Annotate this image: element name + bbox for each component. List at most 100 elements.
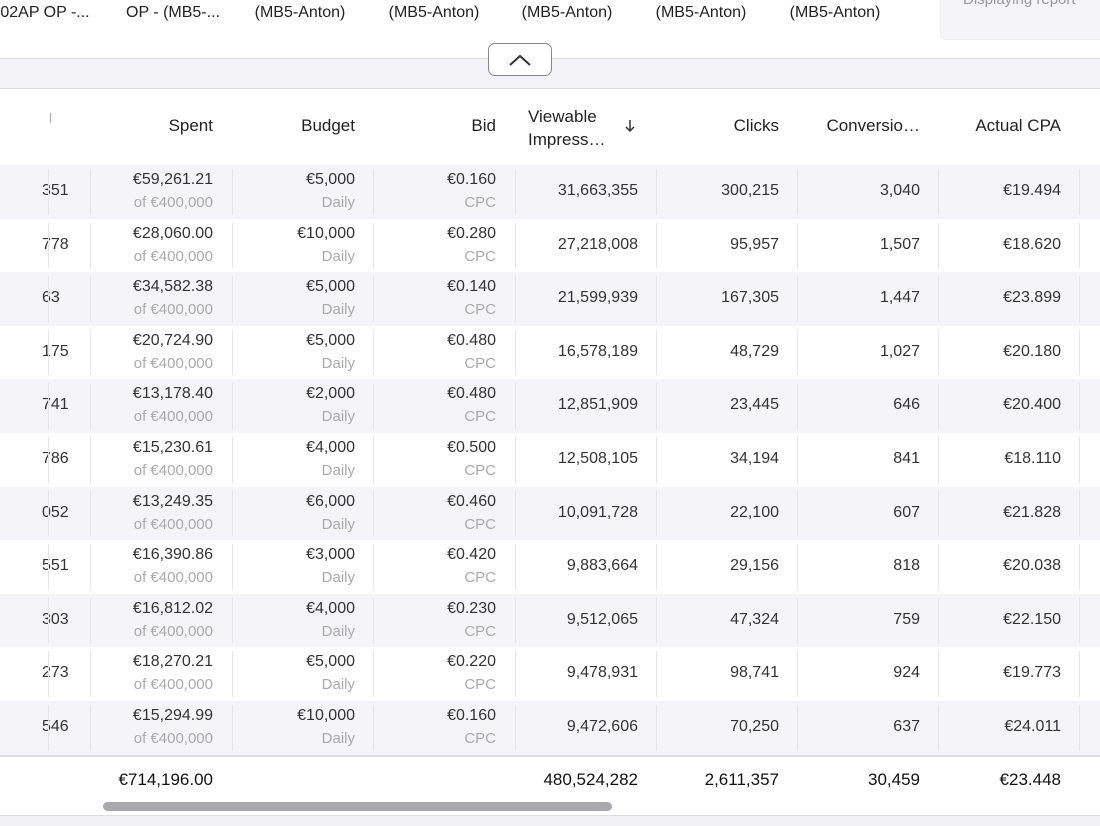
cell-subtext: of €400,000 [133,622,213,640]
cell-value: €4,000 [306,599,355,617]
cell-value: €19.773 [1003,664,1061,682]
tab-label[interactable]: 02AP OP -... [0,4,90,21]
cell-value: €6,000 [306,492,355,510]
total-value: 480,524,282 [543,769,638,789]
tab-label[interactable]: (MB5-Anton) [388,4,480,21]
cell-divider [90,490,91,537]
total-value: 2,611,357 [704,769,779,789]
cell-value: 759 [893,610,920,628]
table-row[interactable]: 551 €16,390.86 of €400,000 €3,000 Daily €0.42… [0,540,1100,594]
table-row[interactable]: 63 €34,582.38 of €400,000 €5,000 Daily €0.140… [0,272,1100,326]
cell-divider [938,222,939,269]
cell-value: 1,507 [879,235,920,253]
cell-divider [515,544,516,590]
cell-divider [373,597,374,644]
cell-subtext: CPC [464,515,496,533]
cell-value: 95,957 [730,235,779,253]
column-header[interactable]: Viewable Impress… [528,107,606,149]
cell-divider [232,544,233,590]
tab-label[interactable]: (MB5-Anton) [655,4,747,21]
cell-divider [797,597,798,644]
table-row[interactable]: 546 €15,294.99 of €400,000 €10,000 Daily €0.1… [0,701,1100,755]
cell-subtext: CPC [464,408,496,426]
cell-value: €18.620 [1003,235,1061,253]
cell-subtext: of €400,000 [133,569,213,587]
table-row[interactable]: 303 €16,812.02 of €400,000 €4,000 Daily €0.23… [0,593,1100,648]
cell-divider [90,705,91,751]
cell-divider [232,222,233,269]
tab-label[interactable]: OP - (MB5-... [126,4,220,21]
cell-value: €5,000 [306,278,355,296]
tab-label[interactable]: (MB5-Anton) [254,4,346,21]
cell-divider [515,705,516,751]
scrollbar-thumb[interactable] [103,802,612,811]
cell-value: €10,000 [297,707,355,724]
cell-divider [938,651,939,697]
cell-divider [938,597,939,644]
total-value: €714,196.00 [118,769,213,789]
cell-value: €0.140 [447,278,496,296]
cell-value: €2,000 [306,385,355,403]
cell-subtext: CPC [464,194,496,211]
cell-value: 9,883,664 [566,557,638,575]
cell-value: 841 [893,450,920,467]
cell-divider [656,222,657,269]
table-row[interactable]: 175 €20,724.90 of €400,000 €5,000 Daily €0.48… [0,325,1100,380]
cell-value: 3,040 [879,182,920,199]
table-row[interactable]: 778 €28,060.00 of €400,000 €10,000 Daily €0.2… [0,218,1100,273]
cell-value: €0.500 [447,439,496,456]
column-header[interactable]: Bid [471,116,496,135]
cell-subtext: Daily [321,354,355,372]
table-row[interactable]: 786 €15,230.61 of €400,000 €4,000 Daily €0.50… [0,433,1100,487]
cell-divider [232,597,233,644]
cell-value: 818 [893,557,920,575]
cell-subtext: CPC [464,569,496,587]
column-header[interactable]: Budget [301,116,355,135]
cell-value: €20.038 [1003,557,1061,575]
table-row[interactable]: 351 €59,261.21 of €400,000 €5,000 Daily €0.16… [0,165,1100,219]
table-row[interactable]: 273 €18,270.21 of €400,000 €5,000 Daily €0.22… [0,647,1100,701]
cell-divider [1079,329,1080,376]
cell-divider [373,490,374,537]
cell-value: 9,472,606 [566,718,638,735]
cell-value: €21.828 [1003,503,1061,521]
cell-value: €16,812.02 [132,599,213,617]
cell-divider [48,169,49,215]
cell-value: 47,324 [730,610,779,628]
data-table: Spent Budget Bid Viewable Impress… Clicks Con… [0,89,1100,803]
cell-value: €0.460 [447,492,496,510]
cell-divider [48,276,49,322]
cell-divider [48,490,49,537]
cell-subtext: Daily [321,462,355,479]
cell-subtext: Daily [321,301,355,319]
column-header[interactable]: Conversio… [826,116,920,135]
cell-value: 12,508,105 [557,450,638,467]
chevron-up [509,54,531,66]
table-row[interactable]: 741 €13,178.40 of €400,000 €2,000 Daily €0.48… [0,379,1100,433]
cell-value: €4,000 [306,439,355,456]
column-header[interactable]: Spent [168,116,213,135]
cell-value: 924 [893,664,920,682]
cell-subtext: of €400,000 [133,194,213,211]
column-header[interactable]: Actual CPA [975,116,1061,135]
cell-divider [797,222,798,269]
cell-divider [656,490,657,537]
sort-arrow[interactable] [624,119,636,133]
cell-value: 48,729 [730,342,779,360]
cell-subtext: of €400,000 [133,730,213,747]
cell-divider [938,276,939,322]
tab-label[interactable]: (MB5-Anton) [789,4,881,21]
cell-value: €20.400 [1003,396,1061,414]
footer-band [0,815,1100,826]
collapse-button[interactable] [488,43,552,76]
cell-value: €18.110 [1004,450,1061,467]
cell-value: €0.230 [447,599,496,617]
cell-value: €34,582.38 [132,278,213,296]
column-header[interactable]: Clicks [733,116,779,135]
cell-subtext: of €400,000 [133,247,213,265]
cell-value: €5,000 [306,331,355,349]
tab-label[interactable]: (MB5-Anton) [521,4,613,21]
cell-divider [797,276,798,322]
table-row[interactable]: 052 €13,249.35 of €400,000 €6,000 Daily €0.46… [0,486,1100,541]
cell-subtext: Daily [321,515,355,533]
